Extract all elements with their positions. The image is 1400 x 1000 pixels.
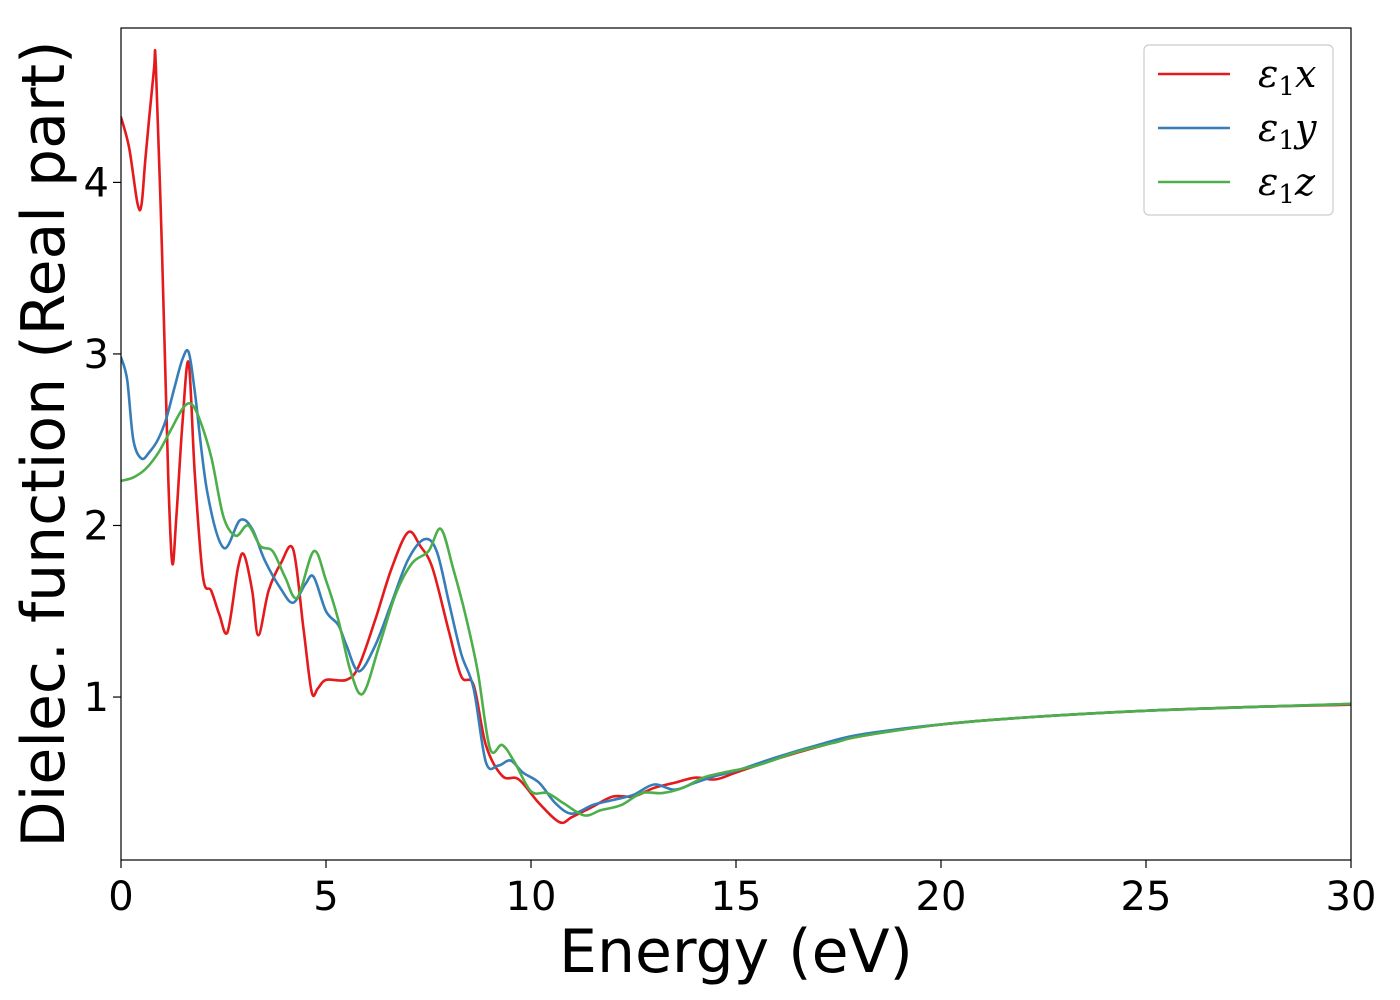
- legend-entry-e1x: ε1x: [1158, 52, 1316, 102]
- legend-label: ε1x: [1258, 52, 1316, 102]
- x-axis-label: Energy (eV): [559, 917, 913, 987]
- x-tick-label: 30: [1326, 874, 1377, 920]
- x-tick-label: 10: [506, 874, 557, 920]
- y-tick-label: 3: [84, 332, 109, 378]
- y-tick-label: 2: [84, 503, 109, 549]
- x-tick-label: 15: [711, 874, 762, 920]
- x-axis-ticks: 0 5 10 15 20 25 30: [108, 860, 1376, 920]
- y-axis-label: Dielec. function (Real part): [9, 41, 79, 848]
- legend-entry-e1y: ε1y: [1158, 106, 1317, 156]
- y-tick-label: 4: [84, 160, 109, 206]
- legend-frame: [1143, 44, 1334, 216]
- x-tick-label: 5: [313, 874, 338, 920]
- legend-label: ε1z: [1258, 160, 1316, 210]
- series-line-e1z: [121, 401, 1351, 817]
- legend-label: ε1y: [1258, 106, 1317, 156]
- y-axis-ticks: 1 2 3 4: [84, 160, 121, 721]
- x-tick-label: 20: [916, 874, 967, 920]
- legend-entry-e1z: ε1z: [1158, 160, 1316, 210]
- x-tick-label: 25: [1121, 874, 1172, 920]
- series-layer: [121, 49, 1351, 825]
- y-tick-label: 1: [84, 675, 109, 721]
- x-tick-label: 0: [108, 874, 133, 920]
